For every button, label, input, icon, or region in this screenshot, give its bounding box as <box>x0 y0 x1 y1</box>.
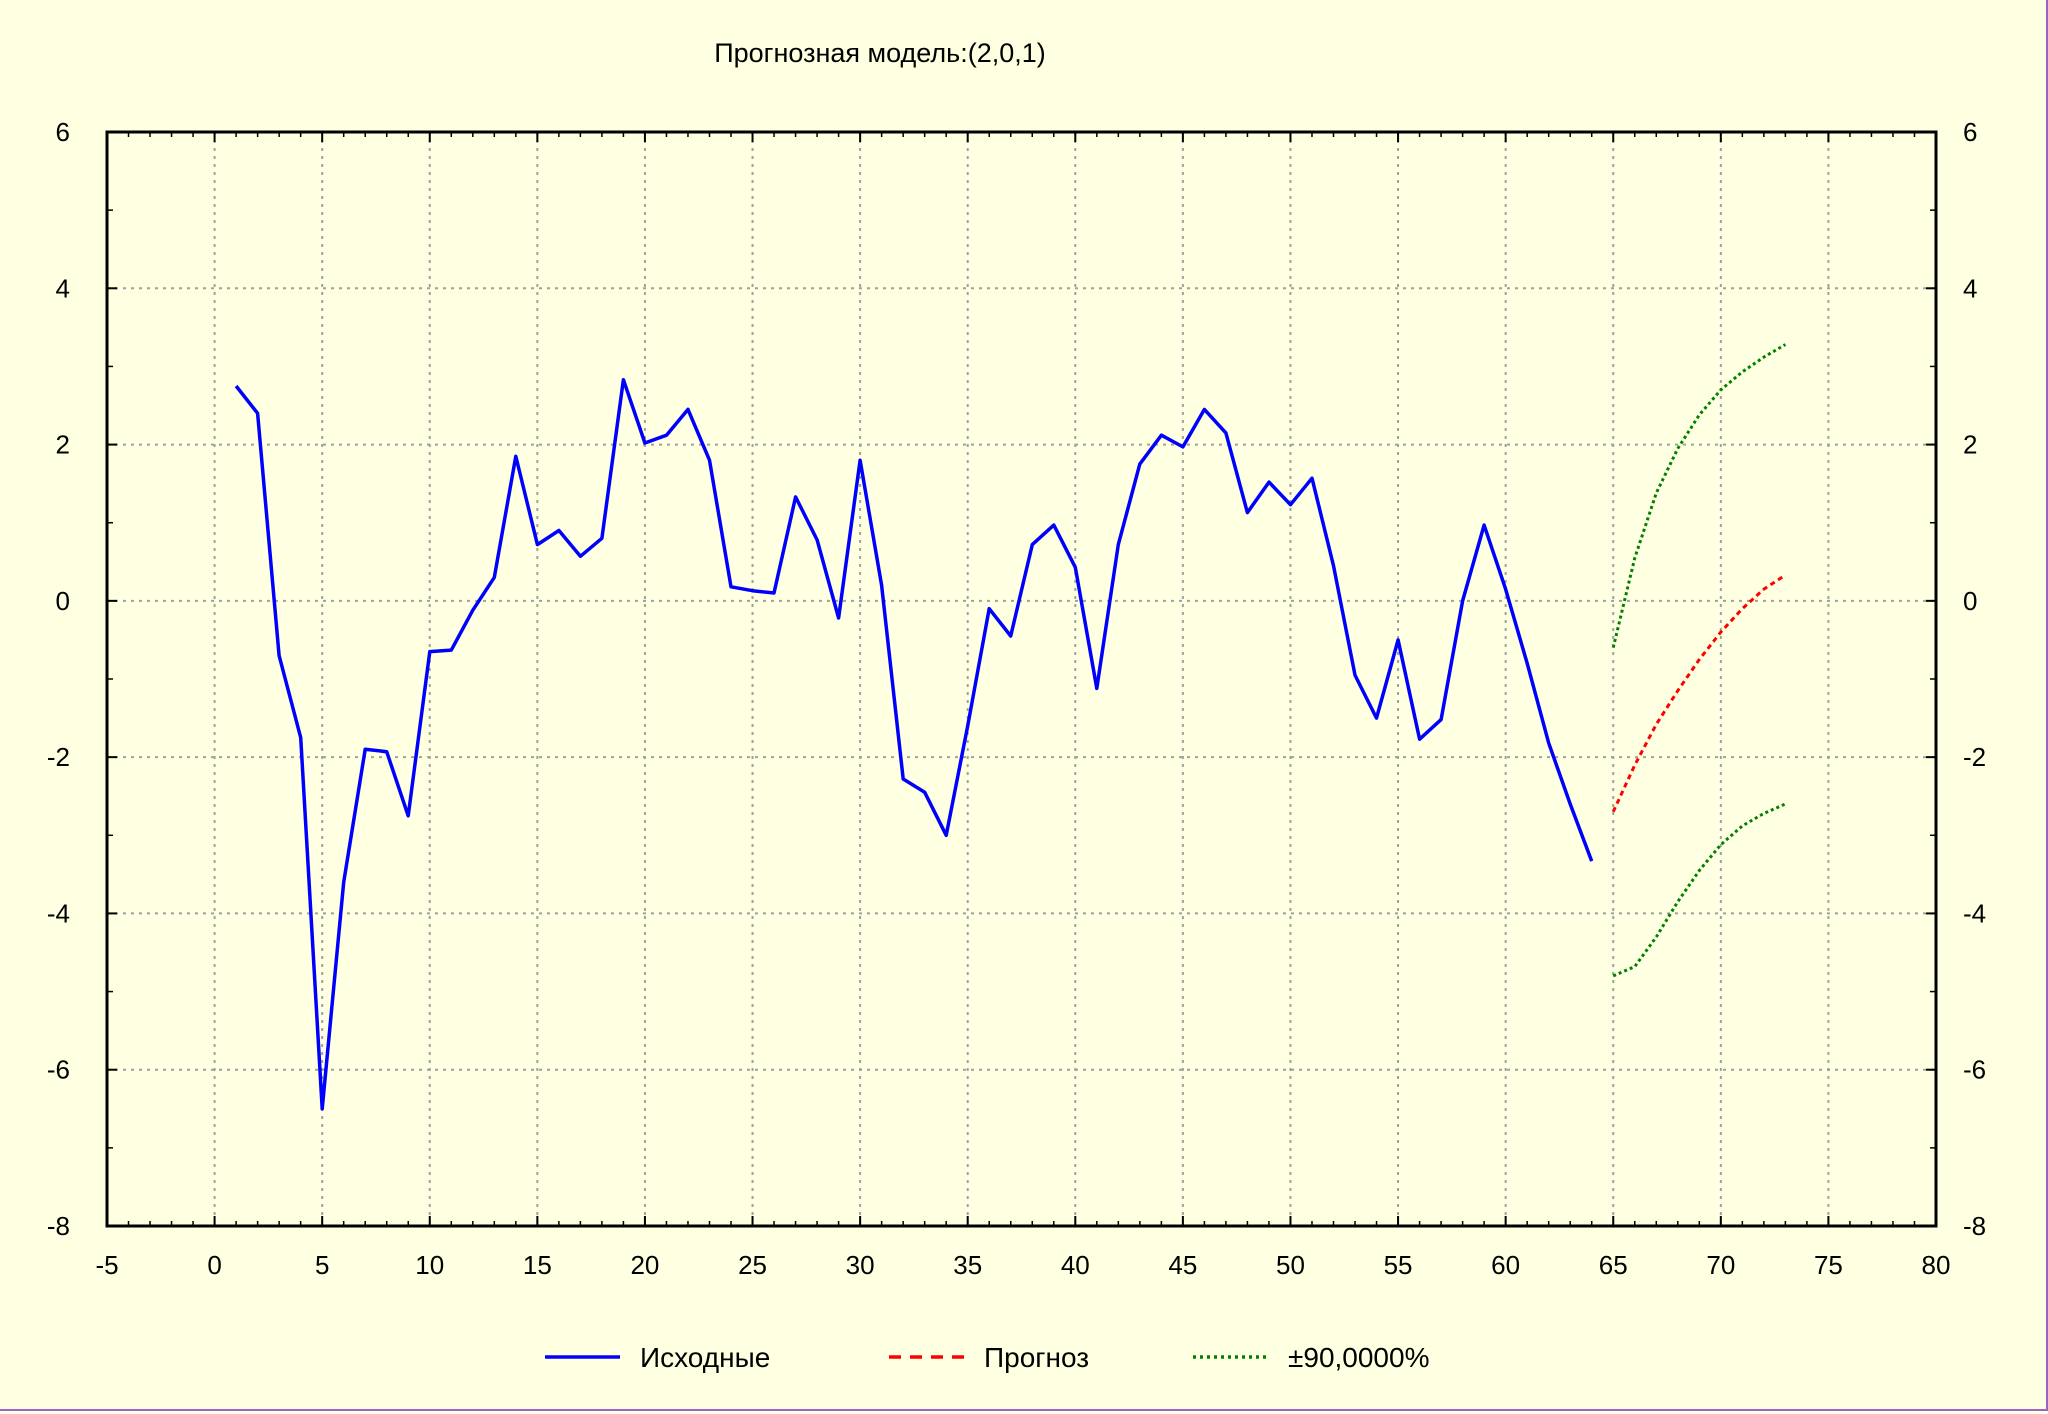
x-tick-label: 15 <box>523 1250 552 1280</box>
legend-label: Прогноз <box>984 1342 1089 1373</box>
x-tick-label: 35 <box>953 1250 982 1280</box>
y-tick-label-left: -8 <box>47 1211 70 1241</box>
x-tick-label: 0 <box>207 1250 221 1280</box>
x-tick-label: 65 <box>1599 1250 1628 1280</box>
y-tick-label-left: -6 <box>47 1055 70 1085</box>
legend-label: ±90,0000% <box>1288 1342 1429 1373</box>
chart-title: Прогнозная модель:(2,0,1) <box>714 38 1046 68</box>
grid-lines <box>107 132 1936 1226</box>
x-tick-label: -5 <box>95 1250 118 1280</box>
x-tick-label: 70 <box>1706 1250 1735 1280</box>
y-tick-label-right: -6 <box>1963 1055 1986 1085</box>
plot-area-border <box>105 130 1938 1228</box>
legend: Исходные Прогноз ±90,0000% <box>545 1342 1429 1373</box>
y-tick-label-left: 0 <box>56 586 70 616</box>
x-tick-label: 20 <box>630 1250 659 1280</box>
y-tick-label-right: -2 <box>1963 742 1986 772</box>
y-tick-label-left: -2 <box>47 742 70 772</box>
series-layer <box>234 343 1787 1111</box>
y-tick-label-left: -4 <box>47 898 70 928</box>
y-tick-label-right: 0 <box>1963 586 1977 616</box>
series-line-3 <box>1612 802 1787 978</box>
x-tick-label: 5 <box>315 1250 329 1280</box>
y-tick-label-right: 4 <box>1963 273 1977 303</box>
x-tick-label: 75 <box>1814 1250 1843 1280</box>
x-tick-label: 40 <box>1061 1250 1090 1280</box>
x-tick-label: 55 <box>1384 1250 1413 1280</box>
y-tick-label-right: -8 <box>1963 1211 1986 1241</box>
y-tick-label-right: 6 <box>1963 117 1977 147</box>
x-tick-label: 30 <box>846 1250 875 1280</box>
x-tick-label: 80 <box>1922 1250 1951 1280</box>
x-tick-label: 25 <box>738 1250 767 1280</box>
x-tick-label: 45 <box>1168 1250 1197 1280</box>
x-tick-label: 10 <box>415 1250 444 1280</box>
axis-tick-labels: -5 0 5 10 15 20 25 30 35 40 45 50 55 60 65 70 75 80-8 -8-6… <box>47 117 1986 1280</box>
series-line-0 <box>234 377 1594 1111</box>
axis-ticks <box>106 131 1937 1227</box>
y-tick-label-left: 6 <box>56 117 70 147</box>
series-line-2 <box>1611 343 1787 649</box>
series-line-1 <box>1611 573 1787 813</box>
y-tick-label-right: -4 <box>1963 898 1986 928</box>
x-tick-label: 60 <box>1491 1250 1520 1280</box>
y-tick-label-right: 2 <box>1963 430 1977 460</box>
x-tick-label: 50 <box>1276 1250 1305 1280</box>
y-tick-label-left: 2 <box>56 430 70 460</box>
y-tick-label-left: 4 <box>56 273 70 303</box>
legend-label: Исходные <box>640 1342 770 1373</box>
